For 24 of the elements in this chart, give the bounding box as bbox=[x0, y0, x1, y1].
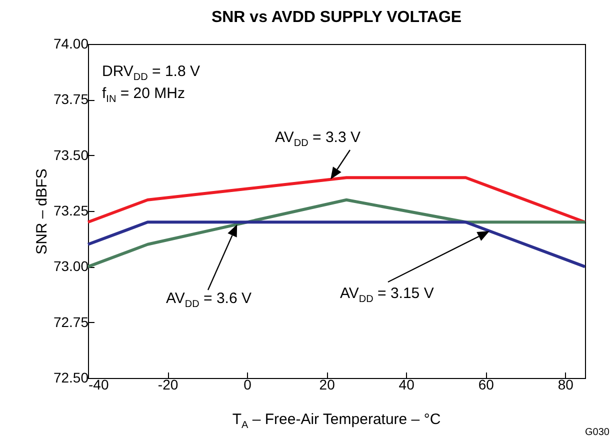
text: AV$_{DD}$ = 3.15 V bbox=[340, 285, 434, 305]
line-series bbox=[86, 198, 586, 268]
text: G030 bbox=[585, 427, 610, 438]
y-tick-label: 73.25 bbox=[53, 202, 89, 218]
series-label: AV$_{DD}$ = 3.3 V bbox=[275, 129, 360, 149]
y-tick-label: 74.00 bbox=[53, 36, 89, 52]
y-axis-title: SNR – dBFS bbox=[33, 168, 50, 254]
x-tick-label: 20 bbox=[319, 376, 336, 392]
chart-title: SNR vs AVDD SUPPLY VOLTAGE bbox=[211, 9, 462, 26]
x-axis-title: T$_{A}$ – Free-Air Temperature – °C bbox=[231, 411, 442, 431]
y-tick-label: 72.50 bbox=[53, 370, 89, 386]
x-tick-label: 0 bbox=[244, 376, 252, 392]
x-tick-label: -20 bbox=[158, 376, 178, 392]
x-tick-label: 80 bbox=[558, 376, 574, 392]
annotation: f$_{IN}$ = 20 MHz bbox=[102, 85, 185, 105]
y-tick-label: 73.50 bbox=[53, 146, 89, 163]
x-tick-label: -40 bbox=[88, 376, 109, 392]
y-tick-label: 72.75 bbox=[53, 314, 89, 330]
x-tick-label: 60 bbox=[478, 376, 494, 392]
y-tick-label: 73.75 bbox=[53, 91, 89, 108]
annotation: DRV$_{DD}$ = 1.8 V bbox=[102, 63, 200, 83]
y-tick-label: 73.00 bbox=[53, 258, 89, 274]
text: AV$_{DD}$ = 3.6 V bbox=[166, 290, 252, 310]
x-tick-label: 40 bbox=[398, 376, 415, 392]
